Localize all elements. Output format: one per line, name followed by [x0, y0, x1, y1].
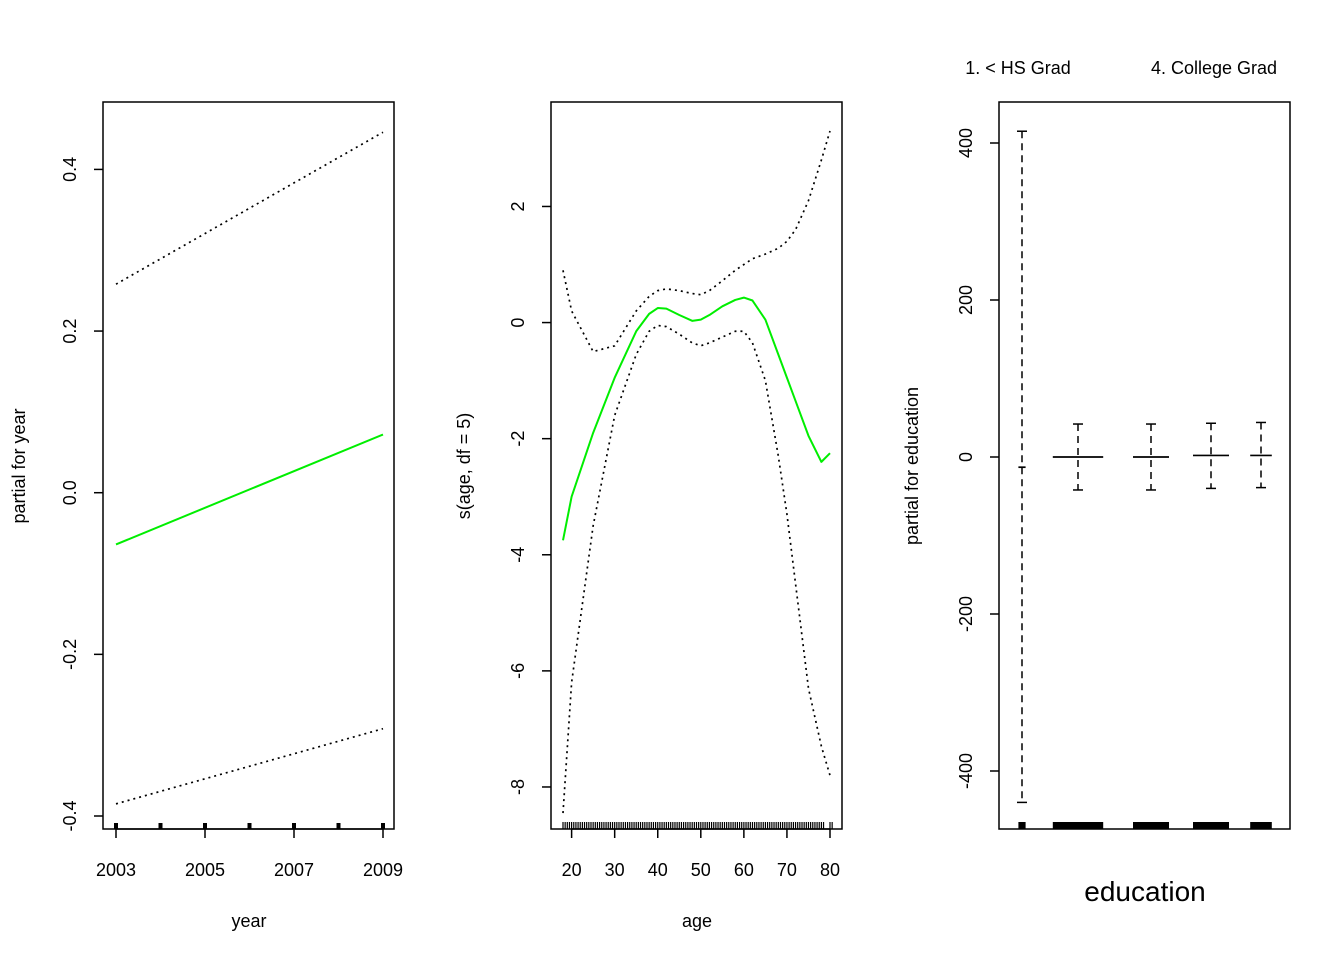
age-plot-frame: [550, 101, 843, 830]
x-tick-label: 2003: [96, 860, 136, 880]
age-curves: [562, 130, 831, 814]
education-level-3: [1133, 423, 1169, 491]
year-y-label: partial for year: [9, 408, 29, 523]
rug-block: [1018, 822, 1026, 829]
y-tick-label: -0.2: [60, 639, 80, 670]
education-panel: -400 -200 0 200 400 1. < HS Grad 4. College G…: [902, 58, 1291, 907]
education-rug: [1018, 822, 1272, 829]
x-tick-label: 80: [820, 860, 840, 880]
y-tick-label: 0.4: [60, 157, 80, 182]
x-tick-label: 70: [777, 860, 797, 880]
year-panel: -0.4-0.20.00.20.4 2003 2005 2007 2009 year …: [9, 101, 403, 931]
age-panel: -8 -6 -4 -2 0 2 20 30 40 50 60 70 80 age s(age, df …: [454, 101, 843, 931]
category-label: 4. College Grad: [1151, 58, 1277, 78]
y-tick-label: -4: [508, 547, 528, 563]
y-tick-label: 2: [508, 201, 528, 211]
education-level-5: [1250, 421, 1272, 489]
y-tick-label: 200: [956, 285, 976, 315]
y-tick-label: 0: [956, 452, 976, 462]
age-y-label: s(age, df = 5): [454, 413, 474, 520]
x-tick-label: 30: [605, 860, 625, 880]
age-rug: [562, 822, 833, 829]
rug-block: [1133, 822, 1169, 829]
y-tick-label: -8: [508, 779, 528, 795]
rug-block: [1193, 822, 1229, 829]
education-level-1: [1017, 130, 1027, 804]
rug-block: [1250, 822, 1272, 829]
y-tick-label: 400: [956, 128, 976, 158]
y-tick-label: -400: [956, 753, 976, 789]
y-tick-label: -6: [508, 663, 528, 679]
x-tick-label: 50: [691, 860, 711, 880]
x-tick-label: 2009: [363, 860, 403, 880]
y-tick-label: 0.2: [60, 319, 80, 344]
y-tick-label: 0.0: [60, 480, 80, 505]
rug-block: [1052, 822, 1104, 829]
x-tick-label: 2005: [185, 860, 225, 880]
year-x-axis: 2003 2005 2007 2009: [96, 828, 403, 880]
age-fit-line: [562, 296, 831, 541]
education-y-axis: -400 -200 0 200 400: [956, 128, 999, 789]
year-curves: [115, 131, 384, 805]
year-lower-band: [115, 727, 384, 805]
year-y-axis: -0.4 -0.2 0.0 0.2 0.4: [60, 157, 103, 832]
age-y-axis: -8 -6 -4 -2 0 2: [508, 201, 551, 795]
education-y-label: partial for education: [902, 387, 922, 545]
year-rug: [114, 823, 385, 829]
age-lower-band: [562, 324, 831, 814]
y-tick-label: -2: [508, 431, 528, 447]
year-upper-band: [115, 131, 384, 285]
y-tick-label: -200: [956, 596, 976, 632]
year-fit-line: [115, 433, 384, 546]
x-tick-label: 20: [562, 860, 582, 880]
y-tick-label: -0.4: [60, 800, 80, 831]
education-x-label: education: [1084, 876, 1205, 907]
age-x-axis: 20 30 40 50 60 70 80: [562, 828, 840, 880]
x-tick-label: 60: [734, 860, 754, 880]
year-plot-frame: [102, 101, 395, 830]
x-tick-label: 2007: [274, 860, 314, 880]
age-x-label: age: [682, 911, 712, 931]
x-tick-label: 40: [648, 860, 668, 880]
y-tick-label: 0: [508, 318, 528, 328]
category-label: 1. < HS Grad: [965, 58, 1071, 78]
age-upper-band: [562, 130, 831, 353]
education-level-2: [1052, 423, 1104, 491]
year-x-label: year: [231, 911, 266, 931]
education-error-bars: [1017, 130, 1272, 804]
education-category-labels: 1. < HS Grad 4. College Grad: [965, 58, 1277, 78]
education-level-4: [1193, 422, 1229, 490]
education-plot-frame: [998, 101, 1291, 830]
